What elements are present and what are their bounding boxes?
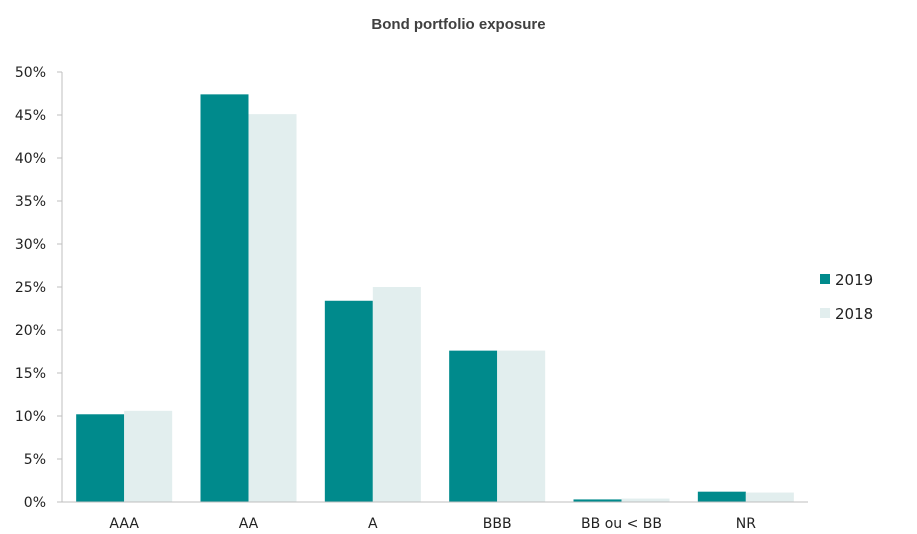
bar-2018-bbb [497, 350, 546, 502]
y-tick-label: 45% [15, 108, 46, 124]
x-tick-label: BB ou < BB [581, 516, 662, 532]
x-tick-label: A [368, 516, 378, 532]
x-tick-label: AAA [109, 516, 139, 532]
bar-2019-nr [697, 491, 746, 502]
y-tick-label: 30% [15, 237, 46, 253]
bar-2019-a [324, 300, 373, 502]
y-tick-label: 20% [15, 323, 46, 339]
chart-title: Bond portfolio exposure [371, 16, 546, 33]
x-tick-label: AA [239, 516, 259, 532]
x-tick-label: NR [736, 516, 756, 532]
y-tick-label: 50% [15, 65, 46, 81]
y-axis: 0% 5% 10% 15% 20% 25% 30% 35% 40% 45% 50% [15, 65, 63, 511]
bar-2019-aa [200, 94, 249, 503]
y-tick-label: 25% [15, 280, 46, 296]
bar-2019-bbb [449, 350, 498, 502]
bar-2018-aa [248, 114, 297, 502]
y-tick-label: 40% [15, 151, 46, 167]
bar-2018-aaa [124, 410, 173, 502]
bar-2018-bb-ou-bb [621, 498, 670, 502]
y-tick-label: 0% [24, 495, 46, 511]
x-tick-label: BBB [483, 516, 512, 532]
legend-swatch-2018 [820, 308, 830, 318]
y-tick-label: 10% [15, 409, 46, 425]
y-tick-label: 5% [24, 452, 46, 468]
legend: 2019 2018 [820, 271, 873, 323]
y-tick-label: 15% [15, 366, 46, 382]
y-tick-label: 35% [15, 194, 46, 210]
legend-label-2019: 2019 [835, 271, 873, 289]
bar-2019-bb-ou-bb [573, 499, 622, 502]
bars [76, 94, 794, 503]
legend-swatch-2019 [820, 274, 830, 284]
bar-2018-a [372, 287, 421, 502]
bar-2018-nr [745, 492, 794, 502]
x-axis: AAA AA A BBB BB ou < BB NR [62, 501, 808, 532]
legend-label-2018: 2018 [835, 305, 873, 323]
bar-2019-aaa [76, 414, 125, 502]
